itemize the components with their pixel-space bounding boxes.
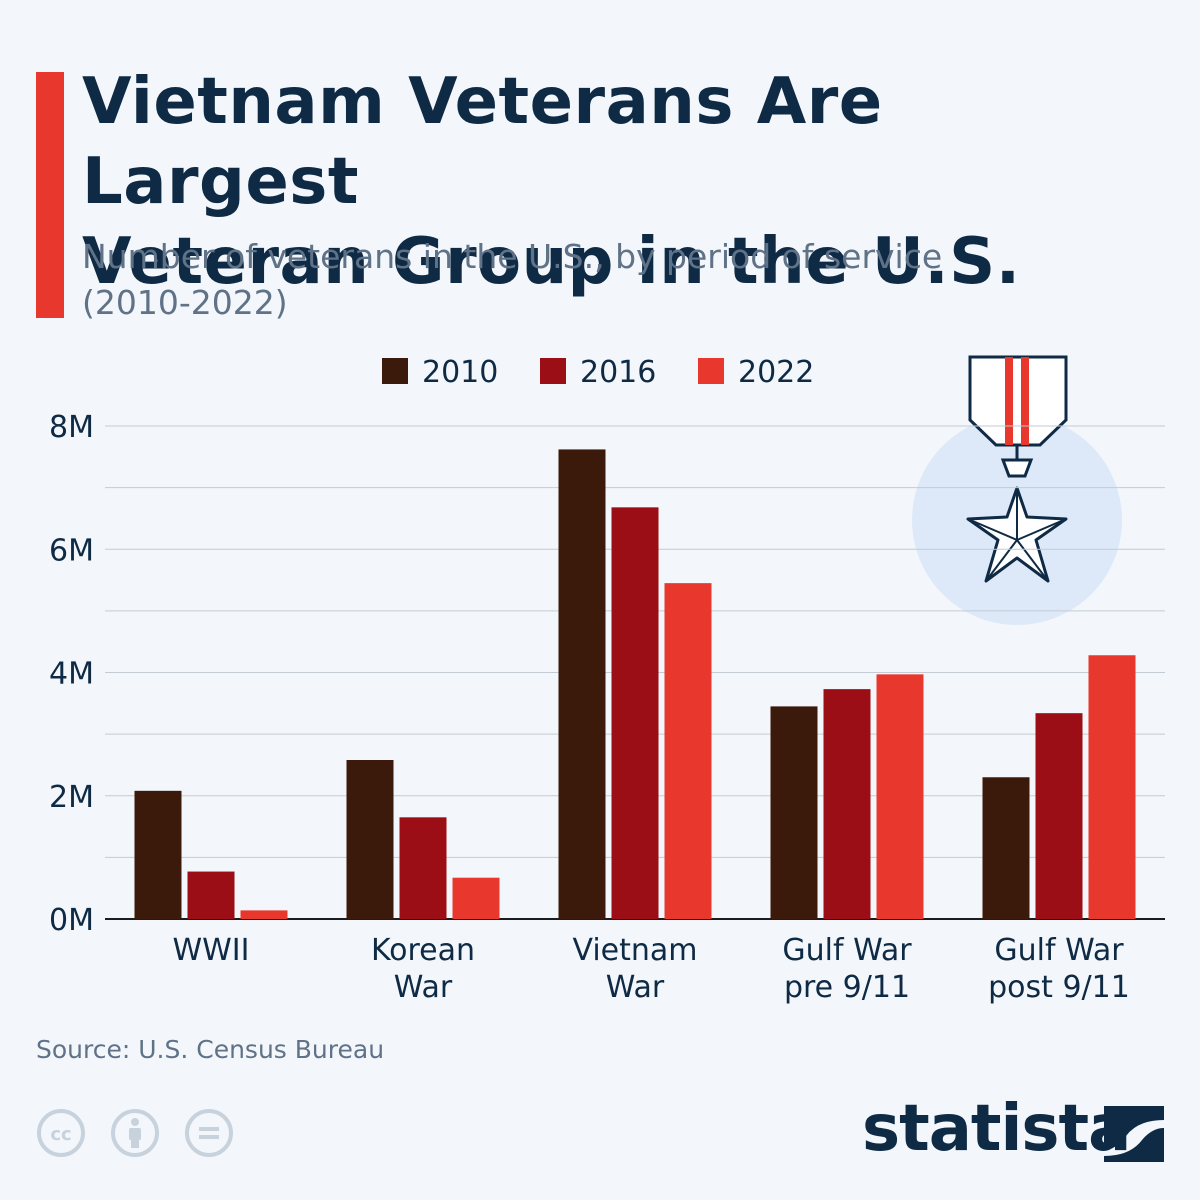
chart-title: Vietnam Veterans Are Largest Veteran Gro… [82,62,1182,302]
legend-swatch [382,358,408,384]
x-tick-label: Korean [371,933,475,968]
bar [611,507,659,919]
x-tick-label: War [394,970,453,1005]
attribution-icon[interactable] [110,1108,160,1158]
y-tick-label: 0M [49,903,94,938]
bar [664,583,712,919]
subtitle-line-2: (2010-2022) [82,283,288,322]
x-tick-label: post 9/11 [988,970,1130,1005]
cc-icon[interactable]: cc [36,1108,86,1158]
y-tick-label: 4M [49,657,94,692]
bar [240,910,288,919]
medal-icon [912,355,1122,625]
bar [770,706,818,919]
x-tick-label: Gulf War [994,933,1124,968]
legend-swatch [698,358,724,384]
no-derivatives-icon[interactable] [184,1108,234,1158]
bar [876,674,924,919]
bar [1088,655,1136,919]
source-note: Source: U.S. Census Bureau [36,1035,385,1064]
statista-logo-icon[interactable] [1104,1106,1164,1162]
bar [1035,713,1083,919]
bar [982,777,1030,919]
x-tick-label: War [606,970,665,1005]
y-tick-label: 6M [49,533,94,568]
bars [134,449,1136,919]
chart-subtitle: Number of veterans in the U.S., by perio… [82,234,1082,326]
legend-swatch [540,358,566,384]
x-tick-label: Vietnam [572,933,697,968]
title-line-2: Veteran Group in the U.S. [82,225,1021,299]
legend-label: 2010 [422,355,498,390]
bar [452,877,500,919]
title-line-1: Vietnam Veterans Are Largest [82,65,883,219]
x-tick-label: Gulf War [782,933,912,968]
legend-label: 2022 [738,355,814,390]
bar [823,689,871,919]
bar [558,449,606,919]
bar [346,760,394,919]
bar [399,817,447,919]
bar [187,871,235,919]
accent-bar [36,72,64,318]
subtitle-line-1: Number of veterans in the U.S., by perio… [82,237,943,276]
bar [134,790,182,919]
svg-text:cc: cc [50,1124,71,1145]
x-tick-label: WWII [172,933,249,968]
y-axis-ticks: 0M 2M 4M 6M 8M [49,410,94,938]
y-tick-label: 8M [49,410,94,445]
legend: 2010 2016 2022 [382,355,814,390]
y-tick-label: 2M [49,780,94,815]
x-tick-label: pre 9/11 [784,970,910,1005]
legend-label: 2016 [580,355,656,390]
statista-logo-text[interactable]: statista [862,1092,1131,1166]
